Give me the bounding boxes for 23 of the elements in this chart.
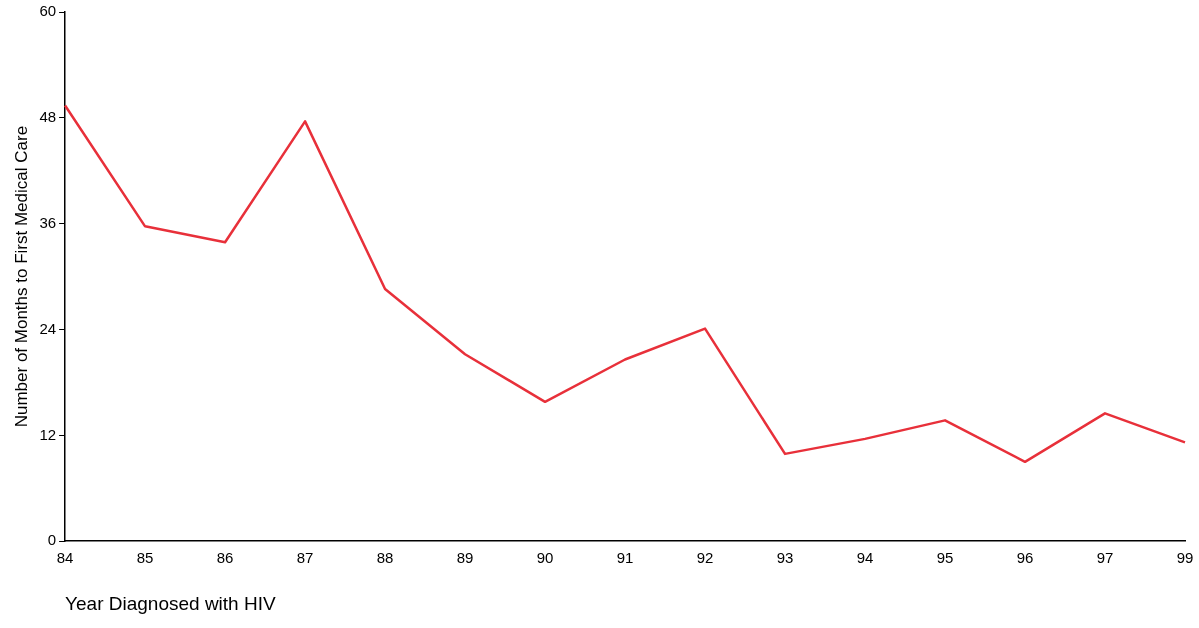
x-tick-label: 88: [376, 549, 394, 567]
x-tick-label: 93: [776, 549, 794, 567]
x-tick-label: 89: [456, 549, 474, 567]
x-tick-label: 86: [216, 549, 234, 567]
x-tick-label: 99: [1176, 549, 1194, 567]
y-axis-title: Number of Months to First Medical Care: [11, 125, 31, 428]
y-tick-label: 12: [39, 425, 57, 443]
x-axis-title: Year Diagnosed with HIV: [65, 592, 276, 614]
x-tick-label: 96: [1016, 549, 1034, 567]
y-tick-label: 48: [39, 107, 57, 125]
y-tick-label: 24: [39, 319, 57, 337]
x-tick-label: 87: [296, 549, 314, 567]
x-tick-label: 94: [856, 549, 874, 567]
y-tick-label: 0: [47, 531, 57, 549]
x-tick-label: 85: [136, 549, 154, 567]
x-tick-label: 84: [56, 549, 74, 567]
y-tick-label: 36: [39, 213, 57, 231]
y-tick-label: 60: [39, 2, 57, 20]
x-tick-label: 91: [616, 549, 634, 567]
x-tick-label: 97: [1096, 549, 1114, 567]
x-tick-label: 95: [936, 549, 954, 567]
x-tick-label: 92: [696, 549, 714, 567]
x-tick-label: 90: [536, 549, 554, 567]
